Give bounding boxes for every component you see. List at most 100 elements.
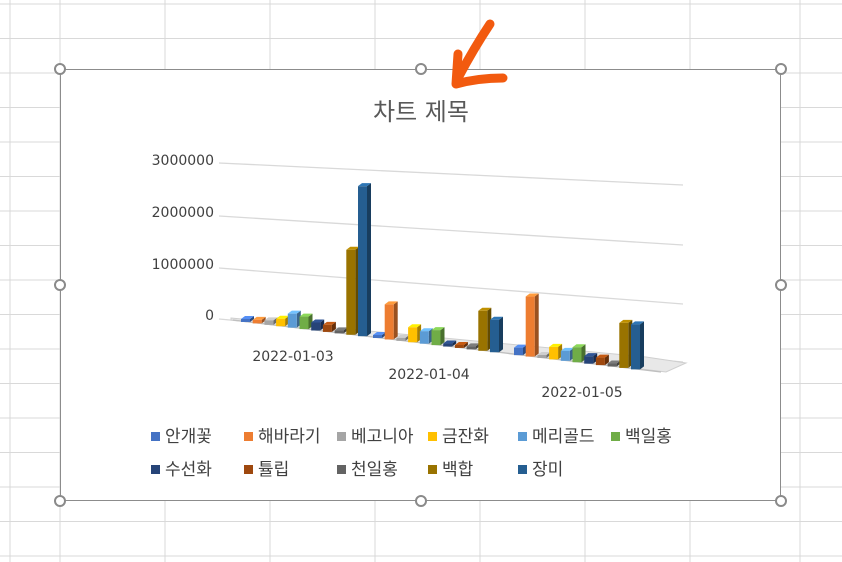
legend-swatch xyxy=(337,465,346,474)
legend-item[interactable]: 안개꽃 xyxy=(151,427,212,447)
bar-front xyxy=(619,322,629,368)
bar-top xyxy=(346,246,360,250)
bar[interactable] xyxy=(514,344,527,356)
legend-item[interactable]: 튤립 xyxy=(244,460,289,480)
bar-front xyxy=(322,324,332,332)
bar[interactable] xyxy=(595,354,609,366)
bar-top xyxy=(408,324,422,328)
legend-item[interactable]: 금잔화 xyxy=(428,427,489,447)
bar[interactable] xyxy=(384,301,398,340)
bar[interactable] xyxy=(478,307,492,351)
bar-side xyxy=(331,321,336,332)
legend-item[interactable]: 메리골드 xyxy=(518,427,595,447)
bar[interactable] xyxy=(549,343,563,360)
legend-swatch xyxy=(244,465,253,474)
legend-item[interactable]: 수선화 xyxy=(151,460,212,480)
bar[interactable] xyxy=(358,183,371,337)
bar-side xyxy=(261,316,266,324)
bar[interactable] xyxy=(287,310,301,328)
bar[interactable] xyxy=(241,315,254,322)
bar-front xyxy=(466,346,476,350)
bar-front xyxy=(287,313,297,328)
bar-side xyxy=(452,340,457,347)
bar-front xyxy=(631,324,640,370)
legend-item[interactable]: 베고니아 xyxy=(337,427,414,447)
bar-top xyxy=(514,344,527,348)
bar-top xyxy=(373,332,386,336)
bar-front xyxy=(560,350,570,361)
legend-swatch xyxy=(611,432,620,441)
bar[interactable] xyxy=(346,246,360,335)
x-tick-label: 2022-01-05 xyxy=(541,385,622,401)
bar[interactable] xyxy=(619,319,633,368)
legend-label: 수선화 xyxy=(165,460,212,480)
bar-top xyxy=(241,315,254,319)
legend-label: 백일홍 xyxy=(625,427,672,447)
bar-front xyxy=(443,343,453,347)
legend-item[interactable]: 천일홍 xyxy=(337,460,398,480)
legend-swatch xyxy=(244,432,253,441)
legend-label: 금잔화 xyxy=(442,427,489,447)
bar[interactable] xyxy=(525,293,539,357)
legend-swatch xyxy=(151,465,160,474)
bar-side xyxy=(604,354,609,366)
x-tick-label: 2022-01-04 xyxy=(388,367,469,383)
bar[interactable] xyxy=(408,324,422,343)
resize-handle-bottom-left[interactable] xyxy=(54,495,66,507)
bar-front xyxy=(537,354,547,358)
bar-top xyxy=(322,321,336,325)
bar[interactable] xyxy=(276,315,290,327)
resize-handle-top-right[interactable] xyxy=(775,63,787,75)
y-tick-label: 2000000 xyxy=(152,205,214,221)
resize-handle-left[interactable] xyxy=(54,279,66,291)
chart-area[interactable]: 차트 제목 3000000 2000000 1000000 0 2022-01-03 2… xyxy=(60,69,781,501)
bar-top xyxy=(419,328,433,332)
bar[interactable] xyxy=(322,321,336,332)
resize-handle-bottom-right[interactable] xyxy=(775,495,787,507)
bar[interactable] xyxy=(560,347,574,361)
bar[interactable] xyxy=(584,353,598,364)
bar-front xyxy=(264,320,274,325)
bar[interactable] xyxy=(631,321,644,370)
bar[interactable] xyxy=(572,344,586,363)
gridline xyxy=(218,267,684,305)
legend-swatch xyxy=(428,465,437,474)
chart-title[interactable]: 차트 제목 xyxy=(373,98,469,126)
bar-top xyxy=(443,340,457,344)
bar-front xyxy=(358,186,367,337)
resize-handle-top[interactable] xyxy=(415,63,427,75)
resize-handle-right[interactable] xyxy=(775,279,787,291)
bar[interactable] xyxy=(311,319,325,331)
bar-top xyxy=(584,353,598,357)
legend-item[interactable]: 백일홍 xyxy=(611,427,672,447)
legend-label: 백합 xyxy=(442,460,474,480)
bar-top xyxy=(466,343,480,347)
bar-top xyxy=(572,344,586,348)
y-axis-ticks: 3000000 2000000 1000000 0 xyxy=(152,153,214,324)
bar-top xyxy=(396,334,410,338)
bar[interactable] xyxy=(299,313,313,330)
resize-handle-top-left[interactable] xyxy=(54,63,66,75)
bar-top xyxy=(334,327,348,331)
bar[interactable] xyxy=(431,327,445,346)
bar-front xyxy=(549,346,559,360)
bar-front xyxy=(607,363,617,367)
legend-swatch xyxy=(518,432,527,441)
bar-front xyxy=(454,344,464,348)
bar-top xyxy=(384,301,398,305)
resize-handle-bottom[interactable] xyxy=(415,495,427,507)
bar-front xyxy=(373,335,382,339)
bar[interactable] xyxy=(252,316,266,324)
legend-item[interactable]: 장미 xyxy=(518,460,563,480)
bar-front xyxy=(431,330,441,346)
bar[interactable] xyxy=(419,328,433,344)
bar[interactable] xyxy=(443,340,457,347)
bar[interactable] xyxy=(454,341,468,348)
legend-item[interactable]: 백합 xyxy=(428,460,474,480)
bar[interactable] xyxy=(490,316,503,353)
bar-front xyxy=(478,310,488,351)
bar-front xyxy=(572,347,582,363)
legend-item[interactable]: 해바라기 xyxy=(244,427,321,447)
